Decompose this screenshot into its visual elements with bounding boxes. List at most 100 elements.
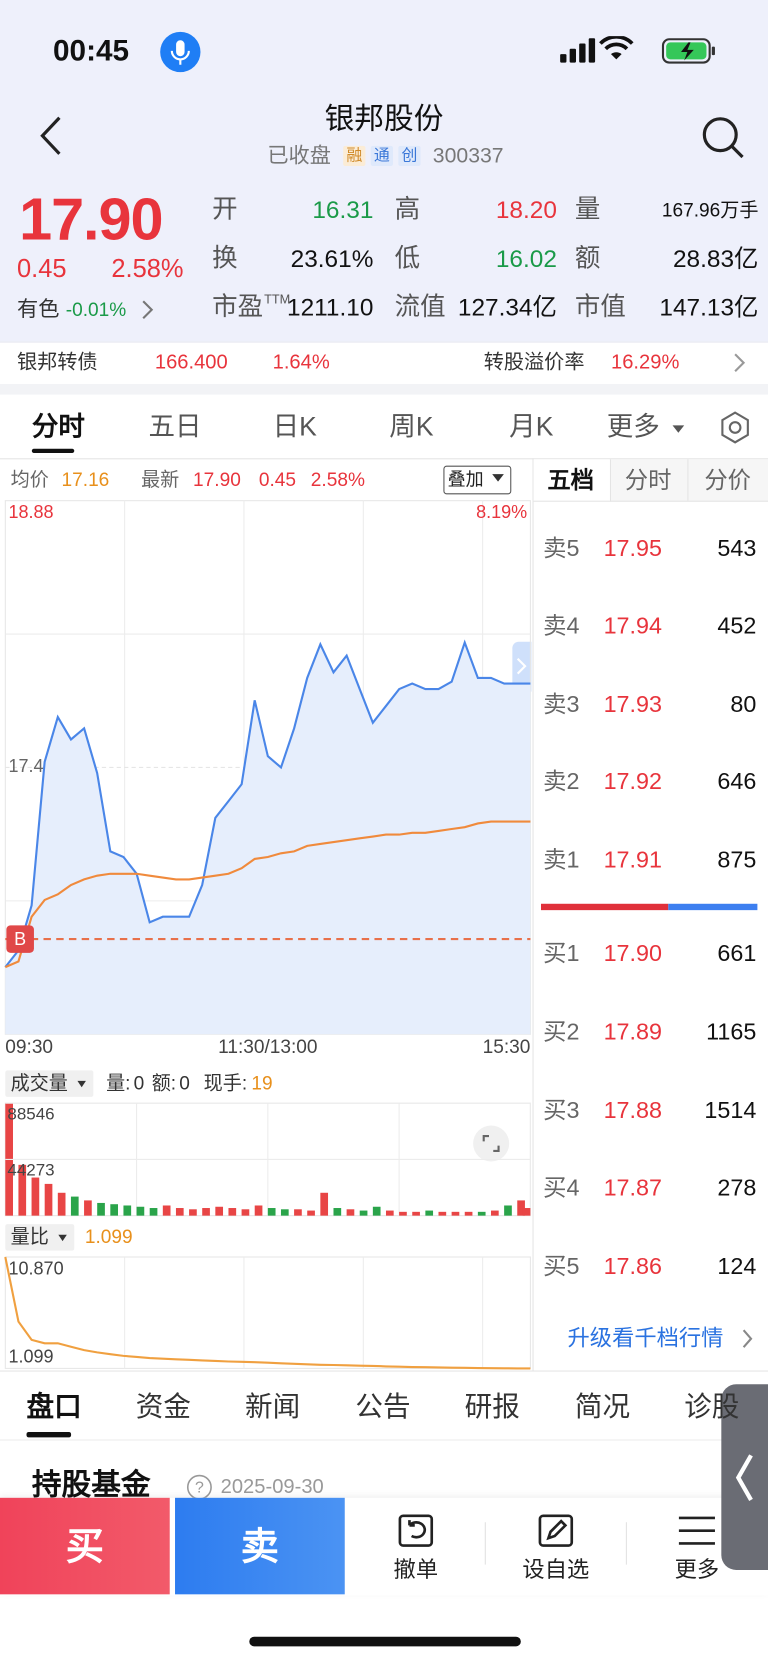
chart-tab[interactable]: 更多 bbox=[606, 412, 660, 442]
volume-bar bbox=[136, 1206, 145, 1216]
indicator-name[interactable]: 量比 bbox=[10, 1226, 49, 1248]
side-drawer-handle[interactable] bbox=[721, 1384, 768, 1570]
level-volume: 1165 bbox=[706, 1018, 757, 1045]
level-volume: 124 bbox=[717, 1252, 757, 1280]
chart-tab[interactable]: 五日 bbox=[148, 412, 202, 442]
x-tick-label: 15:30 bbox=[483, 1037, 531, 1058]
chart-tab[interactable]: 月K bbox=[509, 412, 554, 442]
stock-code: 300337 bbox=[432, 144, 504, 168]
buy-label[interactable]: 买 bbox=[65, 1524, 104, 1568]
divider bbox=[625, 1522, 627, 1565]
stat-value: 127.34亿 bbox=[457, 293, 557, 321]
price-area bbox=[5, 642, 531, 1035]
chevron-icon bbox=[742, 1329, 753, 1348]
volume-bar bbox=[31, 1177, 40, 1216]
level-price: 17.87 bbox=[603, 1174, 662, 1201]
indicator-name[interactable]: 成交量 bbox=[10, 1072, 68, 1094]
level-label: 买4 bbox=[543, 1174, 580, 1201]
orderbook-tab[interactable]: 五档 bbox=[547, 466, 595, 494]
volume-bar bbox=[123, 1205, 132, 1216]
level-label: 买1 bbox=[543, 939, 580, 967]
search-button[interactable] bbox=[700, 115, 747, 162]
side-handle[interactable] bbox=[512, 641, 532, 692]
volume-bar bbox=[333, 1208, 342, 1216]
overlay-button[interactable] bbox=[443, 465, 512, 495]
orderbook-tab[interactable]: 分时 bbox=[624, 466, 672, 494]
bond-bar[interactable] bbox=[0, 341, 768, 386]
volume-bar bbox=[438, 1211, 447, 1216]
volume-bar bbox=[320, 1192, 329, 1216]
y-tick-label: 17.45 bbox=[8, 756, 53, 776]
status-time: 00:45 bbox=[53, 33, 130, 67]
bottom-tab[interactable]: 研报 bbox=[464, 1390, 520, 1423]
sell-label[interactable]: 卖 bbox=[240, 1524, 279, 1568]
bond-change: 1.64% bbox=[272, 351, 330, 374]
y-tick-label: 1.099 bbox=[8, 1347, 53, 1367]
legend-label: 均价 bbox=[10, 468, 49, 491]
trade-marker bbox=[6, 925, 34, 953]
dropdown-icon bbox=[492, 474, 504, 482]
volume-bar bbox=[228, 1208, 237, 1216]
back-button[interactable] bbox=[36, 115, 68, 157]
stat-label: 高 bbox=[394, 195, 421, 224]
mic-icon bbox=[160, 31, 201, 73]
volume-bar bbox=[517, 1200, 525, 1216]
volume-bar bbox=[504, 1205, 512, 1216]
level-label: 卖2 bbox=[543, 767, 580, 795]
level-volume: 646 bbox=[717, 767, 757, 795]
chart-tab[interactable]: 周K bbox=[389, 412, 434, 442]
volume-bar bbox=[372, 1206, 381, 1216]
badge: 融 bbox=[343, 145, 366, 167]
bottom-tab[interactable]: 新闻 bbox=[245, 1390, 301, 1423]
settings-button[interactable] bbox=[717, 409, 753, 445]
action-label[interactable]: 更多 bbox=[674, 1557, 720, 1583]
dropdown-icon bbox=[77, 1080, 86, 1088]
volume-bar bbox=[425, 1210, 434, 1216]
stat-label: 换 bbox=[212, 243, 238, 273]
upgrade-link[interactable]: 升级看千档行情 bbox=[567, 1326, 724, 1351]
tab-indicator bbox=[31, 448, 75, 453]
divider bbox=[687, 459, 689, 501]
volume-bar bbox=[267, 1208, 276, 1216]
orderbook-tab[interactable]: 分价 bbox=[704, 466, 752, 494]
stat-label: 市值 bbox=[574, 292, 626, 322]
level-volume: 1514 bbox=[704, 1096, 757, 1124]
level-price: 17.90 bbox=[603, 939, 662, 967]
volume-bar bbox=[202, 1208, 210, 1216]
stat-value: 0 bbox=[179, 1072, 190, 1094]
sell-button[interactable] bbox=[175, 1497, 345, 1595]
tab-active bbox=[533, 459, 612, 502]
stat-value: 28.83亿 bbox=[672, 244, 759, 273]
action-label[interactable]: 撤单 bbox=[393, 1557, 439, 1583]
bottom-tab[interactable]: 盘口 bbox=[26, 1390, 82, 1423]
stat-value: 16.02 bbox=[495, 244, 557, 273]
level-label: 卖3 bbox=[543, 690, 580, 718]
expand-button[interactable] bbox=[472, 1124, 510, 1162]
volume-bar bbox=[399, 1211, 407, 1216]
overlay-label[interactable]: 叠加 bbox=[447, 469, 484, 490]
market-status: 已收盘 bbox=[267, 144, 331, 168]
level-volume: 452 bbox=[717, 612, 757, 639]
action-label[interactable]: 设自选 bbox=[522, 1557, 590, 1583]
chart-tab[interactable]: 分时 bbox=[31, 412, 85, 442]
indicator-selector[interactable] bbox=[5, 1070, 94, 1097]
volume-bar bbox=[359, 1210, 368, 1216]
x-tick-label: 11:30/13:00 bbox=[218, 1037, 317, 1058]
legend-value: 2.58% bbox=[310, 468, 365, 491]
buy-button[interactable] bbox=[0, 1497, 170, 1595]
stock-name: 银邦股份 bbox=[324, 101, 444, 135]
bottom-tab[interactable]: 简况 bbox=[574, 1390, 631, 1423]
volume-bar bbox=[162, 1205, 171, 1216]
bottom-tab[interactable]: 资金 bbox=[135, 1390, 191, 1423]
bottom-tab[interactable]: 公告 bbox=[355, 1390, 411, 1423]
plot-frame bbox=[4, 1256, 531, 1369]
level-price: 17.95 bbox=[603, 534, 662, 562]
price-change-pct: 2.58% bbox=[111, 254, 184, 284]
bottom-tab[interactable]: 诊股 bbox=[684, 1390, 740, 1423]
level-label: 卖1 bbox=[543, 846, 580, 874]
chart-tab[interactable]: 日K bbox=[272, 412, 317, 442]
stat-label: 额 bbox=[574, 243, 601, 273]
chevron-icon bbox=[734, 353, 746, 373]
volume-bar bbox=[385, 1210, 394, 1216]
